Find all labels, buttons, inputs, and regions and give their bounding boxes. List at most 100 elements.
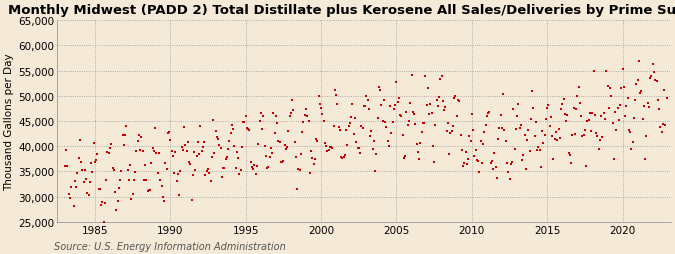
- Point: [144, 188, 155, 192]
- Point: [617, 68, 628, 72]
- Point: [195, 125, 206, 129]
- Point: [621, 105, 632, 109]
- Point: [338, 156, 349, 160]
- Point: [455, 133, 466, 137]
- Point: [346, 116, 356, 120]
- Point: [296, 152, 306, 156]
- Point: [506, 163, 516, 167]
- Point: [194, 152, 205, 156]
- Point: [497, 126, 508, 130]
- Point: [225, 132, 236, 136]
- Point: [405, 102, 416, 106]
- Point: [142, 189, 153, 193]
- Point: [249, 163, 260, 167]
- Point: [582, 120, 593, 124]
- Point: [488, 167, 499, 171]
- Point: [513, 103, 524, 107]
- Point: [200, 174, 211, 178]
- Point: [557, 102, 568, 106]
- Point: [221, 155, 232, 160]
- Point: [591, 131, 601, 135]
- Point: [415, 141, 426, 145]
- Point: [570, 133, 580, 137]
- Point: [483, 112, 493, 116]
- Point: [453, 98, 464, 102]
- Point: [503, 170, 514, 174]
- Point: [166, 149, 177, 153]
- Point: [456, 149, 467, 153]
- Point: [105, 146, 115, 150]
- Point: [383, 144, 394, 148]
- Point: [631, 83, 642, 87]
- Point: [562, 113, 572, 117]
- Point: [475, 139, 486, 144]
- Point: [322, 149, 333, 153]
- Point: [180, 143, 191, 147]
- Point: [507, 161, 518, 165]
- Point: [618, 85, 629, 89]
- Point: [344, 124, 354, 129]
- Point: [201, 170, 212, 174]
- Point: [587, 111, 598, 115]
- Point: [449, 96, 460, 100]
- Point: [106, 143, 117, 147]
- Point: [572, 94, 583, 98]
- Point: [406, 74, 417, 78]
- Point: [627, 140, 638, 144]
- Point: [316, 107, 327, 111]
- Point: [323, 149, 334, 153]
- Point: [82, 191, 92, 195]
- Point: [292, 187, 302, 191]
- Point: [63, 193, 74, 197]
- Point: [175, 169, 186, 173]
- Point: [92, 153, 103, 157]
- Point: [636, 89, 647, 93]
- Point: [299, 114, 310, 118]
- Point: [370, 170, 381, 174]
- Point: [307, 156, 318, 161]
- Point: [191, 155, 202, 159]
- Point: [184, 160, 194, 164]
- Point: [459, 161, 470, 165]
- Point: [300, 107, 311, 111]
- Point: [519, 134, 530, 138]
- Point: [232, 150, 242, 154]
- Point: [524, 149, 535, 153]
- Point: [485, 161, 496, 165]
- Point: [71, 185, 82, 189]
- Point: [643, 106, 654, 110]
- Point: [67, 226, 78, 230]
- Point: [401, 111, 412, 115]
- Point: [302, 114, 313, 118]
- Point: [427, 144, 438, 148]
- Point: [389, 107, 400, 111]
- Point: [269, 131, 280, 135]
- Point: [272, 121, 283, 125]
- Y-axis label: Thousand Gallons per Day: Thousand Gallons per Day: [4, 53, 14, 190]
- Point: [328, 125, 339, 129]
- Point: [372, 117, 383, 121]
- Point: [86, 161, 97, 165]
- Point: [487, 159, 497, 163]
- Point: [373, 86, 384, 90]
- Point: [72, 171, 83, 175]
- Point: [321, 145, 331, 149]
- Point: [498, 92, 509, 97]
- Point: [122, 168, 133, 172]
- Point: [344, 121, 355, 125]
- Point: [245, 160, 256, 164]
- Point: [491, 177, 502, 181]
- Point: [367, 148, 378, 152]
- Point: [514, 126, 525, 131]
- Point: [429, 160, 439, 164]
- Point: [362, 98, 373, 102]
- Point: [100, 201, 111, 205]
- Point: [535, 149, 545, 153]
- Point: [179, 125, 190, 129]
- Point: [657, 122, 668, 126]
- Point: [88, 141, 99, 146]
- Point: [93, 187, 104, 191]
- Point: [352, 146, 363, 150]
- Point: [589, 70, 599, 74]
- Point: [81, 177, 92, 181]
